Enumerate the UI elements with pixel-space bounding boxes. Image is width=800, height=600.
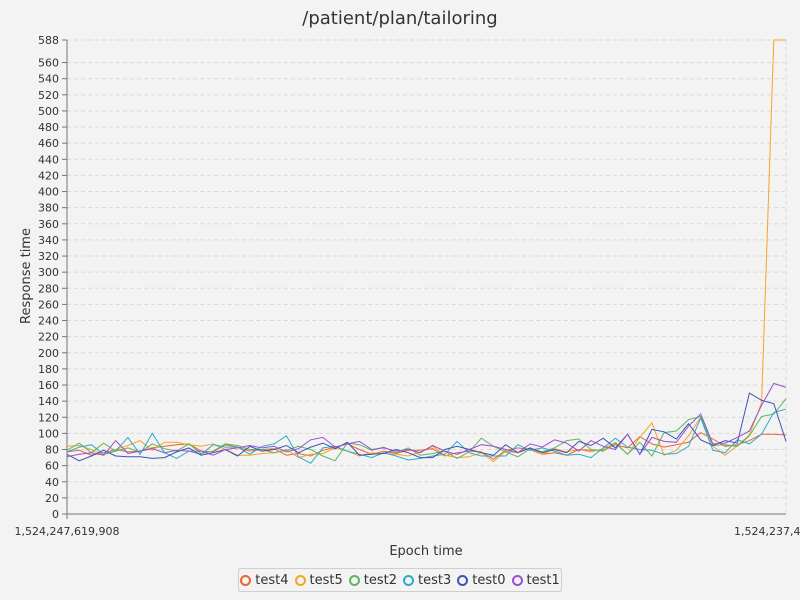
legend-marker-icon bbox=[403, 574, 414, 586]
grid-lines bbox=[66, 39, 787, 515]
legend-marker-icon bbox=[511, 574, 523, 586]
y-tick-label: 560 bbox=[38, 57, 59, 70]
series-line-test2 bbox=[67, 398, 787, 462]
series-line-test5 bbox=[67, 39, 786, 463]
axes: 0 20 40 60 80 100 120 140 160 180 200 220 240 260 280 3… bbox=[15, 34, 800, 538]
y-tick-label: 300 bbox=[38, 266, 59, 279]
legend-item-test5[interactable]: test5 bbox=[294, 572, 343, 588]
y-tick-label: 540 bbox=[38, 73, 59, 86]
y-tick-label: 280 bbox=[38, 282, 59, 295]
legend-label: test2 bbox=[363, 572, 397, 588]
legend-marker-icon bbox=[457, 574, 469, 586]
legend-item-test1[interactable]: test1 bbox=[511, 572, 560, 588]
y-tick-label: 20 bbox=[45, 492, 59, 505]
y-tick-label: 0 bbox=[52, 508, 59, 521]
legend-label: test1 bbox=[526, 572, 560, 588]
y-tick-label: 460 bbox=[38, 137, 59, 150]
y-tick-label: 420 bbox=[38, 169, 59, 182]
x-tick-label: 1,524,247,619,908 bbox=[15, 525, 120, 538]
y-axis-label: Response time bbox=[19, 228, 34, 324]
y-tick-label: 40 bbox=[45, 476, 59, 489]
y-tick-label: 380 bbox=[38, 202, 59, 215]
legend-marker-icon bbox=[348, 574, 360, 586]
chart-legend: test4 test5 test2 test3 test0 test1 bbox=[238, 568, 562, 592]
legend-item-test3[interactable]: test3 bbox=[403, 573, 451, 588]
y-tick-label: 320 bbox=[38, 250, 59, 263]
y-tick-label: 200 bbox=[38, 347, 59, 360]
legend-marker-icon bbox=[240, 574, 252, 586]
y-tick-label: 500 bbox=[38, 105, 59, 118]
y-tick-label: 260 bbox=[38, 298, 59, 311]
legend-item-test4[interactable]: test4 bbox=[240, 572, 289, 588]
legend-item-test2[interactable]: test2 bbox=[348, 572, 397, 588]
y-tick-label: 220 bbox=[38, 331, 59, 344]
legend-marker-icon bbox=[294, 574, 306, 586]
y-tick-label: 400 bbox=[38, 186, 59, 199]
y-tick-label: 520 bbox=[38, 89, 59, 102]
x-tick-label: 1,524,237,4 bbox=[734, 525, 800, 538]
chart-title: /patient/plan/tailoring bbox=[302, 8, 497, 29]
y-tick-label: 60 bbox=[45, 460, 59, 473]
y-tick-label: 80 bbox=[45, 444, 59, 457]
y-tick-label: 160 bbox=[38, 379, 59, 392]
x-axis-label: Epoch time bbox=[389, 544, 462, 559]
legend-item-test0[interactable]: test0 bbox=[457, 572, 506, 588]
legend-label: test0 bbox=[472, 572, 506, 588]
series-lines bbox=[67, 39, 787, 464]
legend-label: test5 bbox=[309, 572, 343, 588]
y-tick-label: 480 bbox=[38, 121, 59, 134]
legend-label: test4 bbox=[255, 572, 289, 588]
series-line-test1 bbox=[67, 382, 787, 458]
y-tick-label: 588 bbox=[38, 34, 59, 47]
y-tick-label: 180 bbox=[38, 363, 59, 376]
y-tick-label: 360 bbox=[38, 218, 59, 231]
y-tick-label: 440 bbox=[38, 153, 59, 166]
series-line-test0 bbox=[67, 392, 787, 462]
y-tick-label: 240 bbox=[38, 315, 59, 328]
y-tick-label: 140 bbox=[38, 395, 59, 408]
y-tick-label: 120 bbox=[38, 411, 59, 424]
y-tick-label: 100 bbox=[38, 427, 59, 440]
legend-label: test3 bbox=[418, 572, 452, 588]
y-tick-label: 340 bbox=[38, 234, 59, 247]
